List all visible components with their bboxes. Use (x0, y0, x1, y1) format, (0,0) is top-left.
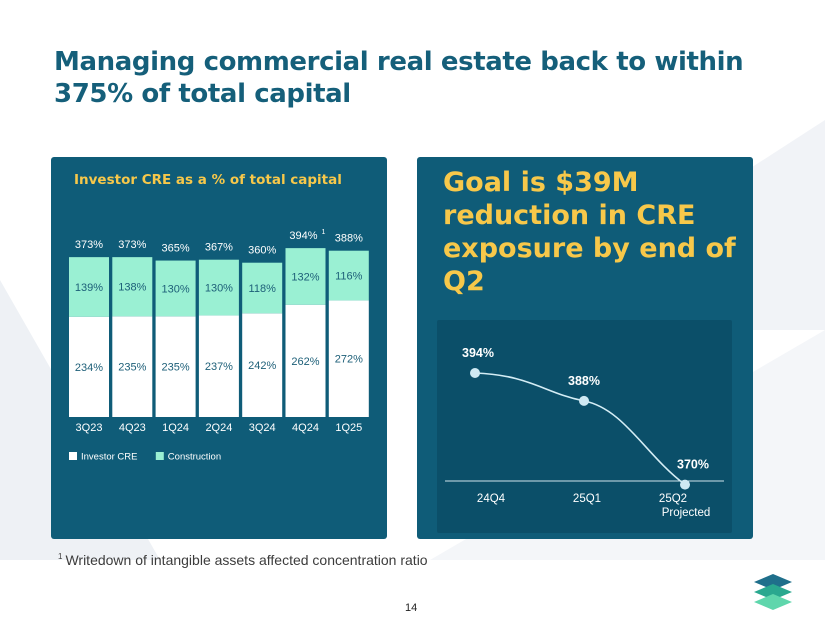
investor-cre-bar-chart: 234% 139% 373% 3Q23 235% 138% 373% 4Q23 235% 130%… (69, 229, 369, 463)
construction-value-label: 139% (75, 282, 103, 294)
total-value-label: 365% (162, 243, 190, 255)
projection-line (474, 372, 686, 486)
x-tick-label: 24Q4 (477, 493, 506, 505)
construction-value-label: 118% (249, 283, 277, 295)
legend-swatch (69, 452, 77, 460)
bar-segment-investor-cre (328, 300, 369, 417)
total-value-label: 394% (289, 230, 317, 242)
x-tick-label: 25Q2 (659, 493, 687, 505)
projection-chart-box: 394% 388% 370% 24Q4 25Q1 25Q2 Projected (437, 320, 732, 533)
investor-cre-value-label: 237% (205, 361, 233, 373)
footnote-marker: 1 (58, 552, 63, 561)
goal-panel: Goal is $39M reduction in CRE exposure b… (417, 157, 753, 539)
investor-cre-value-label: 234% (75, 362, 103, 374)
page-title: Managing commercial real estate back to … (54, 47, 744, 109)
bar-segment-construction (328, 250, 369, 301)
investor-cre-value-label: 262% (291, 356, 319, 368)
x-tick-label: 1Q24 (162, 422, 189, 434)
total-footnote-marker: 1 (322, 229, 326, 236)
bar-segment-investor-cre (155, 316, 196, 417)
x-tick-label: 1Q25 (335, 422, 362, 434)
page-number: 14 (405, 602, 418, 614)
x-tick-label: 4Q24 (292, 422, 319, 434)
data-point (579, 395, 589, 406)
construction-value-label: 130% (162, 283, 190, 295)
legend-label: Construction (168, 452, 221, 463)
legend-label: Investor CRE (81, 452, 138, 463)
bar-segment-construction (112, 257, 153, 317)
investor-cre-value-label: 272% (335, 354, 363, 366)
x-tick-label: 2Q24 (205, 422, 232, 434)
bar-segment-investor-cre (242, 313, 283, 417)
total-value-label: 388% (335, 233, 363, 245)
bar-segment-construction (242, 262, 283, 314)
bar-segment-construction (198, 259, 239, 316)
construction-value-label: 130% (205, 283, 233, 295)
x-tick-label: 3Q24 (249, 422, 276, 434)
bar-chart-title: Investor CRE as a % of total capital (74, 172, 342, 188)
point-value-label: 394% (462, 346, 494, 360)
total-value-label: 360% (248, 245, 276, 257)
total-value-label: 367% (205, 242, 233, 254)
bar-segment-construction (69, 257, 109, 317)
bar-segment-construction (285, 248, 326, 305)
investor-cre-value-label: 235% (162, 362, 190, 374)
total-value-label: 373% (118, 239, 146, 251)
x-tick-label: 4Q23 (119, 422, 146, 434)
point-value-label: 388% (568, 374, 600, 388)
x-tick-label: 25Q1 (573, 493, 601, 505)
x-tick-sublabel: Projected (662, 507, 711, 519)
bar-segment-investor-cre (285, 304, 326, 417)
x-tick-label: 3Q23 (76, 422, 103, 434)
investor-cre-panel: Investor CRE as a % of total capital 234… (51, 157, 387, 539)
data-point (470, 368, 480, 378)
point-value-label: 370% (677, 458, 709, 472)
total-value-label: 373% (75, 239, 103, 251)
goal-headline: Goal is $39M reduction in CRE exposure b… (443, 167, 736, 297)
bar-segment-investor-cre (112, 316, 153, 417)
bar-segment-construction (155, 260, 196, 317)
bar-segment-investor-cre (69, 316, 109, 417)
stack-logo-icon (754, 574, 792, 610)
investor-cre-value-label: 242% (248, 360, 276, 372)
investor-cre-value-label: 235% (118, 362, 146, 374)
footnote: 1 Writedown of intangible assets affected… (58, 552, 428, 568)
projection-line-chart: 394% 388% 370% 24Q4 25Q1 25Q2 Projected (445, 346, 724, 519)
data-point (680, 479, 690, 490)
legend-swatch (155, 452, 164, 460)
construction-value-label: 132% (291, 271, 319, 283)
bar-segment-investor-cre (198, 315, 239, 417)
construction-value-label: 138% (118, 282, 146, 294)
construction-value-label: 116% (335, 271, 363, 283)
footnote-text: Writedown of intangible assets affected … (65, 552, 428, 568)
